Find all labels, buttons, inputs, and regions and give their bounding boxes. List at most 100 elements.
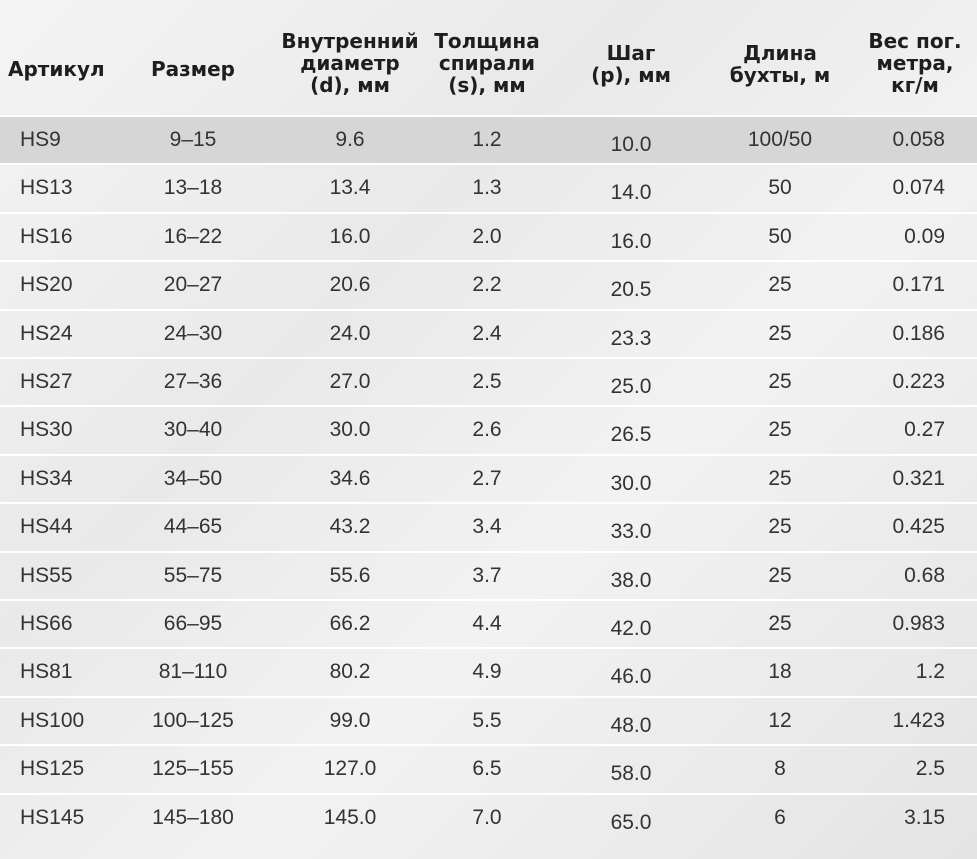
header-line: Артикул <box>8 57 105 81</box>
table-cell: HS145 <box>20 805 85 829</box>
table-cell: 30.0 <box>610 471 652 495</box>
table-cell: 25 <box>768 321 792 345</box>
table-cell: 33.0 <box>610 520 652 544</box>
table-cell: 1.2 <box>915 660 945 684</box>
table-cell: 99.0 <box>329 708 371 732</box>
table-cell: 0.058 <box>892 128 945 151</box>
table-cell: 25 <box>768 563 792 587</box>
column-header: Вес пог. метра, кг/м <box>835 30 977 96</box>
table-cell: 25 <box>768 273 792 297</box>
table-cell: 81–110 <box>158 660 228 684</box>
table-cell: 9.6 <box>335 128 365 151</box>
table-cell: HS81 <box>20 660 73 684</box>
table-cell: 26.5 <box>610 423 652 447</box>
table-cell: 23.3 <box>610 326 652 350</box>
table-cell: 24–30 <box>163 321 223 345</box>
table-cell: 24.0 <box>329 321 371 345</box>
table-cell: 55.6 <box>329 563 371 587</box>
table-cell: 66.2 <box>329 612 371 635</box>
table-cell: 30.0 <box>329 418 371 442</box>
table-cell: 27–36 <box>163 370 223 393</box>
header-line: Вес пог. <box>868 29 962 53</box>
table-row: HS55 55–75 55.6 3.7 38.0 25 0.68 <box>0 550 977 599</box>
table-cell: 145–180 <box>152 805 234 829</box>
table-cell: 16.0 <box>610 229 652 253</box>
table-cell: 3.15 <box>904 805 945 829</box>
header-line: (s), мм <box>448 73 526 97</box>
table-row: HS145 145–180 145.0 7.0 65.0 6 3.15 <box>0 792 977 841</box>
header-line: кг/м <box>891 73 939 97</box>
table-cell: HS24 <box>20 321 73 345</box>
header-line: (d), мм <box>310 73 390 97</box>
table-cell: 100/50 <box>747 128 813 151</box>
table-row: HS24 24–30 24.0 2.4 23.3 25 0.186 <box>0 308 977 357</box>
table-cell: 55–75 <box>163 563 223 587</box>
column-header: Внутренний диаметр (d), мм <box>270 30 430 96</box>
table-cell: 145.0 <box>323 805 377 829</box>
table-cell: 80.2 <box>329 660 371 684</box>
table-cell: 127.0 <box>323 757 377 781</box>
table-cell: 27.0 <box>329 370 371 393</box>
header-line: Толщина <box>434 29 540 53</box>
table-cell: 20–27 <box>163 273 223 297</box>
table-cell: 4.9 <box>472 660 502 684</box>
table-cell: 125–155 <box>152 757 234 781</box>
table-cell: HS125 <box>20 757 85 781</box>
table-row: HS20 20–27 20.6 2.2 20.5 25 0.171 <box>0 260 977 308</box>
table-row: HS27 27–36 27.0 2.5 25.0 25 0.223 <box>0 357 977 405</box>
table-cell: HS34 <box>20 466 73 490</box>
table-row: HS81 81–110 80.2 4.9 46.0 18 1.2 <box>0 647 977 695</box>
table-cell: 18 <box>768 660 792 684</box>
table-cell: 2.5 <box>472 370 502 393</box>
table-cell: 100–125 <box>152 708 234 732</box>
table-cell: 25 <box>768 466 792 490</box>
table-cell: HS20 <box>20 273 73 297</box>
table-cell: 0.425 <box>892 515 945 539</box>
table-cell: 42.0 <box>610 617 652 640</box>
header-line: метра, <box>876 51 954 75</box>
table-cell: 0.171 <box>892 273 945 297</box>
header-line: Внутренний <box>281 29 419 53</box>
table-row: HS16 16–22 16.0 2.0 16.0 50 0.09 <box>0 211 977 260</box>
table-cell: 25 <box>768 418 792 442</box>
table-cell: 25 <box>768 515 792 539</box>
table-cell: 13–18 <box>163 176 223 200</box>
table-cell: 2.7 <box>472 466 502 490</box>
header-line: Шаг <box>606 41 656 65</box>
table-cell: 2.5 <box>915 757 945 781</box>
table-cell: 0.074 <box>892 176 945 200</box>
table-cell: 34–50 <box>163 466 223 490</box>
table-cell: 0.223 <box>892 370 945 393</box>
table-cell: 5.5 <box>472 708 502 732</box>
table-cell: 4.4 <box>472 612 502 635</box>
table-cell: HS66 <box>20 612 73 635</box>
table-cell: HS30 <box>20 418 73 442</box>
header-line: (p), мм <box>591 63 671 87</box>
table-cell: 48.0 <box>610 713 652 737</box>
header-line: бухты, м <box>729 63 831 87</box>
table-cell: 2.6 <box>472 418 502 442</box>
column-header: Толщина спирали (s), мм <box>407 30 567 96</box>
column-header: Артикул <box>8 58 105 80</box>
table-cell: 46.0 <box>610 665 652 689</box>
table-row: HS100 100–125 99.0 5.5 48.0 12 1.423 <box>0 695 977 744</box>
table-cell: 9–15 <box>169 128 217 151</box>
table-cell: 38.0 <box>610 568 652 592</box>
table-cell: HS9 <box>20 128 61 151</box>
table-cell: 30–40 <box>163 418 223 442</box>
table-row: HS13 13–18 13.4 1.3 14.0 50 0.074 <box>0 163 977 211</box>
table-cell: HS27 <box>20 370 73 393</box>
table-cell: HS55 <box>20 563 73 587</box>
table-cell: 50 <box>768 176 792 200</box>
table-row: HS44 44–65 43.2 3.4 33.0 25 0.425 <box>0 502 977 550</box>
table-cell: 3.7 <box>472 563 502 587</box>
table-cell: 6 <box>774 805 786 829</box>
table-cell: 44–65 <box>163 515 223 539</box>
table-cell: 58.0 <box>610 762 652 786</box>
table-row: HS125 125–155 127.0 6.5 58.0 8 2.5 <box>0 744 977 792</box>
table-cell: 12 <box>768 708 792 732</box>
table-cell: 25 <box>768 370 792 393</box>
table-cell: 43.2 <box>329 515 371 539</box>
table-cell: HS16 <box>20 224 73 248</box>
table-cell: HS44 <box>20 515 73 539</box>
